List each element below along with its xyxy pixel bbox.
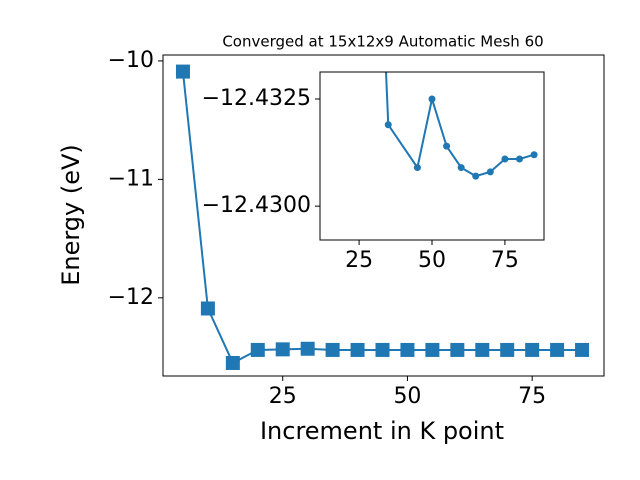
marker <box>457 164 465 172</box>
x-tick-label: 25 <box>269 384 297 409</box>
y-tick-label: −10 <box>108 48 154 73</box>
marker <box>501 155 509 163</box>
marker <box>384 121 392 129</box>
marker <box>443 142 451 150</box>
marker <box>500 342 515 357</box>
x-tick-label: 25 <box>345 248 373 273</box>
marker <box>350 342 365 357</box>
marker <box>428 95 436 103</box>
y-tick-label: −12.4325 <box>202 86 311 111</box>
marker <box>413 164 421 172</box>
marker <box>475 342 490 357</box>
marker <box>516 155 523 163</box>
marker <box>325 342 340 357</box>
marker <box>300 341 315 356</box>
x-tick-label: 75 <box>518 384 546 409</box>
axes-frame <box>162 54 605 377</box>
y-tick-label: −12.4300 <box>202 193 311 218</box>
x-tick-label: 75 <box>491 248 519 273</box>
marker <box>375 342 390 357</box>
marker <box>225 355 240 370</box>
marker <box>400 342 415 357</box>
marker <box>472 172 480 180</box>
marker <box>425 342 440 357</box>
plot-area <box>175 64 590 370</box>
marker <box>200 301 215 316</box>
x-tick-label: 50 <box>393 384 421 409</box>
y-axis-label: Energy (eV) <box>57 144 85 286</box>
y-tick-label: −12 <box>108 285 154 310</box>
marker <box>175 64 190 79</box>
marker <box>275 342 290 357</box>
marker <box>450 342 465 357</box>
x-tick-label: 50 <box>418 248 446 273</box>
marker <box>530 151 538 159</box>
x-axis-label: Increment in K point <box>260 417 504 445</box>
marker <box>250 342 265 357</box>
chart-title: Converged at 15x12x9 Automatic Mesh 60 <box>222 33 543 51</box>
marker <box>550 342 565 357</box>
marker <box>575 342 590 357</box>
marker <box>525 342 540 357</box>
marker <box>486 168 494 176</box>
y-tick-label: −11 <box>108 166 154 191</box>
plot-area <box>384 72 538 180</box>
